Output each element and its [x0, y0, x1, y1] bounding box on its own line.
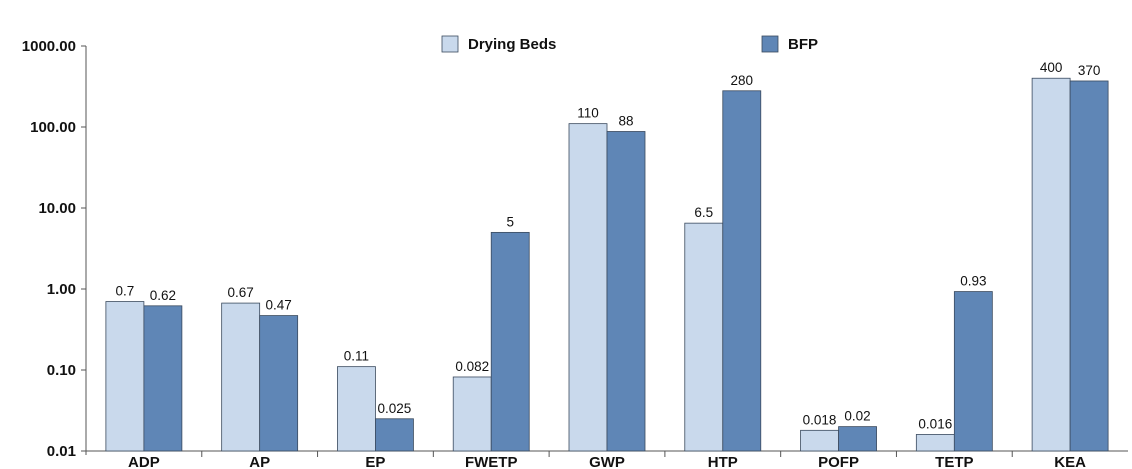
data-label: 0.62	[150, 288, 176, 303]
legend-swatch	[441, 35, 459, 53]
bar-bfp-pofp	[838, 426, 877, 452]
bar-drying-beds-fwetp	[452, 376, 492, 452]
legend: Drying Beds BFP	[441, 35, 818, 53]
data-label: 0.11	[344, 349, 369, 364]
data-label: 0.7	[115, 284, 134, 299]
bar-drying-beds-gwp	[568, 123, 608, 452]
bar-drying-beds-ep	[337, 366, 376, 452]
data-label: 0.016	[918, 416, 952, 431]
bar-drying-beds-tetp	[915, 434, 955, 452]
x-tick-label: ADP	[128, 454, 160, 469]
x-tick-label: GWP	[589, 454, 625, 469]
bar-bfp-kea	[1069, 80, 1109, 452]
x-tick-label: HTP	[708, 454, 738, 469]
x-tick-label: FWETP	[465, 454, 518, 469]
x-tick-label: TETP	[935, 454, 973, 469]
data-label: 370	[1078, 63, 1101, 78]
bar-bfp-fwetp	[490, 231, 530, 452]
bar-bfp-ap	[259, 315, 299, 452]
bar-bfp-htp	[722, 90, 762, 452]
data-label: 0.02	[844, 409, 870, 424]
data-label: 5	[506, 214, 514, 229]
bar-drying-beds-ap	[221, 302, 261, 452]
data-label: 0.018	[803, 412, 837, 427]
y-tick-label: 10.00	[38, 200, 76, 217]
bar-drying-beds-adp	[105, 301, 145, 452]
x-tick-label: KEA	[1054, 454, 1086, 469]
legend-label: Drying Beds	[468, 36, 556, 53]
legend-swatch	[761, 35, 779, 53]
data-label: 0.082	[455, 359, 489, 374]
bar-bfp-ep	[375, 418, 414, 452]
data-label: 88	[618, 113, 633, 128]
data-label: 400	[1040, 60, 1063, 75]
data-label: 0.67	[228, 285, 254, 300]
x-tick-label: POFP	[818, 454, 859, 469]
x-tick-label: AP	[249, 454, 270, 469]
data-label: 0.025	[378, 401, 412, 416]
data-label: 280	[731, 73, 754, 88]
y-tick-label: 0.10	[47, 362, 76, 379]
bar-drying-beds-kea	[1031, 77, 1071, 452]
bar-drying-beds-pofp	[800, 429, 839, 452]
bar-bfp-gwp	[606, 131, 646, 452]
legend-label: BFP	[788, 36, 818, 53]
bar-drying-beds-htp	[684, 222, 724, 452]
data-labels: 0.7 0.62 0.67 0.47 0.11 0.025 0.082 5 110 88 6.5 28…	[115, 60, 1100, 431]
bar-bfp-tetp	[953, 291, 993, 452]
bar-bfp-adp	[143, 305, 183, 452]
y-tick-label: 1000.00	[22, 38, 76, 55]
data-label: 6.5	[694, 205, 713, 220]
data-label: 0.47	[266, 298, 292, 313]
data-label: 110	[577, 106, 599, 121]
axes: 0.01 0.10 1.00 10.00 100.00 1000.00 ADP AP EP FWE…	[22, 38, 1128, 469]
x-tick-label: EP	[365, 454, 385, 469]
bars	[105, 77, 1109, 452]
y-tick-label: 1.00	[47, 281, 76, 298]
data-label: 0.93	[960, 274, 986, 289]
y-tick-label: 100.00	[30, 119, 76, 136]
y-tick-label: 0.01	[47, 443, 76, 460]
